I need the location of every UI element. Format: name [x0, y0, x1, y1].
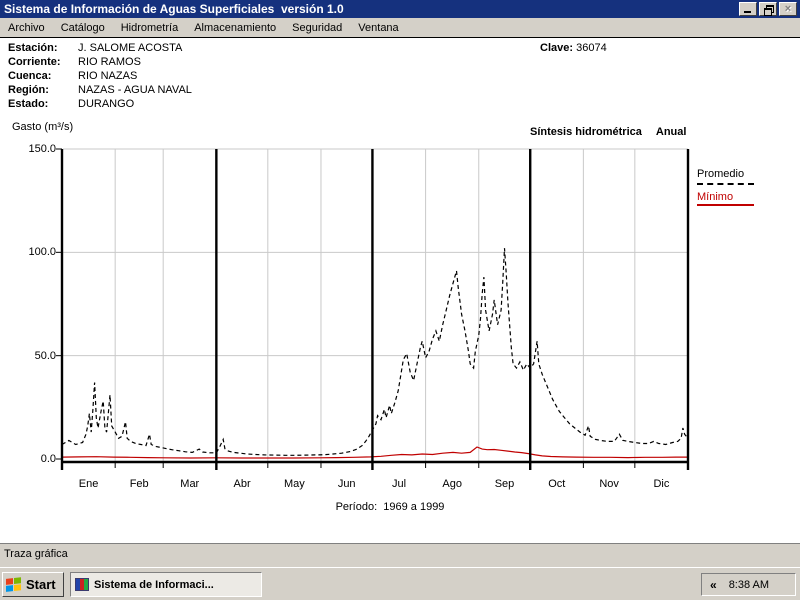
taskbar-app-label: Sistema de Informaci...	[94, 578, 214, 591]
station-label: Estación:	[8, 42, 58, 54]
month-label-nov: Nov	[599, 478, 619, 490]
start-button-label: Start	[26, 577, 56, 592]
basin-label: Cuenca:	[8, 70, 52, 82]
y-axis-title: Gasto (m³/s)	[12, 121, 74, 133]
state-row: Estado: DURANGO	[8, 97, 192, 111]
restore-button[interactable]	[759, 2, 777, 16]
title-bar: Sistema de Información de Aguas Superfic…	[0, 0, 800, 18]
y-tick-label: 50.0	[34, 349, 56, 362]
menu-ventana[interactable]: Ventana	[358, 21, 399, 34]
period-caption: Período: 1969 a 1999	[335, 501, 445, 513]
month-label-sep: Sep	[494, 478, 515, 490]
hydrograph-chart	[56, 148, 690, 470]
solid-line-icon	[697, 204, 754, 206]
series-promedio	[61, 248, 689, 456]
menu-catalogo[interactable]: Catálogo	[60, 21, 105, 34]
month-label-jun: Jun	[337, 478, 356, 490]
taskbar-app-button[interactable]: Sistema de Informaci...	[70, 572, 262, 597]
legend-label-promedio: Promedio	[697, 168, 745, 180]
y-tick-label: 0.0	[40, 453, 56, 465]
restore-icon	[764, 5, 774, 16]
close-button[interactable]: ×	[779, 2, 797, 16]
month-label-abr: Abr	[233, 478, 251, 490]
windows-logo-icon	[6, 576, 22, 593]
menu-seguridad[interactable]: Seguridad	[292, 21, 343, 34]
content-area: Estación: J. SALOME ACOSTA Corriente: RIO …	[0, 37, 800, 543]
menu-hidrometria[interactable]: Hidrometría	[120, 21, 179, 34]
window-controls: ×	[739, 2, 797, 16]
basin-row: Cuenca: RIO NAZAS	[8, 69, 192, 83]
minimize-icon	[744, 11, 751, 13]
chart-title-main: Síntesis hidrométrica	[530, 126, 642, 138]
chart-legend: Promedio Mínimo	[697, 168, 754, 212]
taskbar: Start Sistema de Informaci... « 8:38 AM	[0, 567, 800, 600]
status-bar: Traza gráfica	[0, 543, 800, 567]
month-label-dic: Dic	[653, 478, 670, 490]
dashed-line-icon	[697, 183, 754, 185]
menu-archivo[interactable]: Archivo	[8, 21, 45, 34]
station-key-label: Clave:	[540, 42, 574, 54]
y-tick-label: 150.0	[28, 143, 56, 155]
y-tick-label: 100.0	[28, 246, 56, 259]
tray-collapse-icon[interactable]: «	[710, 577, 717, 592]
window-title: Sistema de Información de Aguas Superfic…	[4, 2, 344, 16]
month-label-ene: Ene	[78, 478, 99, 490]
taskbar-clock: 8:38 AM	[728, 578, 770, 591]
start-button[interactable]: Start	[2, 572, 64, 597]
station-key-value: 36074	[576, 42, 607, 54]
series-mínimo	[61, 446, 688, 459]
month-label-ago: Ago	[442, 478, 462, 490]
chart-title: Síntesis hidrométrica Anual	[530, 124, 686, 138]
basin-value: RIO NAZAS	[78, 70, 138, 82]
current-label: Corriente:	[8, 56, 61, 68]
station-value: J. SALOME ACOSTA	[78, 42, 183, 54]
chart-title-period-type: Anual	[655, 126, 687, 138]
month-label-jul: Jul	[391, 478, 407, 490]
state-label: Estado:	[8, 98, 49, 110]
station-info: Estación: J. SALOME ACOSTA Corriente: RIO …	[8, 41, 192, 111]
status-text: Traza gráfica	[4, 548, 68, 560]
legend-item-promedio: Promedio	[697, 168, 754, 185]
month-label-oct: Oct	[548, 478, 566, 490]
month-label-may: May	[284, 478, 305, 490]
current-row: Corriente: RIO RAMOS	[8, 55, 192, 69]
menu-almacenamiento[interactable]: Almacenamiento	[194, 21, 277, 34]
legend-item-minimo: Mínimo	[697, 191, 754, 206]
menu-bar: Archivo Catálogo Hidrometría Almacenamie…	[0, 18, 800, 37]
minimize-button[interactable]	[739, 2, 757, 16]
station-row: Estación: J. SALOME ACOSTA	[8, 41, 192, 55]
station-key: Clave: 36074	[540, 41, 607, 55]
month-label-feb: Feb	[129, 478, 149, 490]
region-value: NAZAS - AGUA NAVAL	[78, 84, 192, 96]
legend-label-minimo: Mínimo	[697, 191, 734, 203]
close-icon: ×	[784, 2, 792, 15]
chart-axis-labels: 0.0 50.0 100.0 150.0 Ene Feb Mar Abr May Jun Jul Ag…	[0, 38, 800, 544]
region-label: Región:	[8, 84, 49, 96]
app-icon	[75, 578, 89, 591]
month-label-mar: Mar	[180, 478, 200, 490]
region-row: Región: NAZAS - AGUA NAVAL	[8, 83, 192, 97]
state-value: DURANGO	[78, 98, 135, 110]
system-tray: « 8:38 AM	[701, 573, 796, 596]
current-value: RIO RAMOS	[78, 56, 141, 68]
